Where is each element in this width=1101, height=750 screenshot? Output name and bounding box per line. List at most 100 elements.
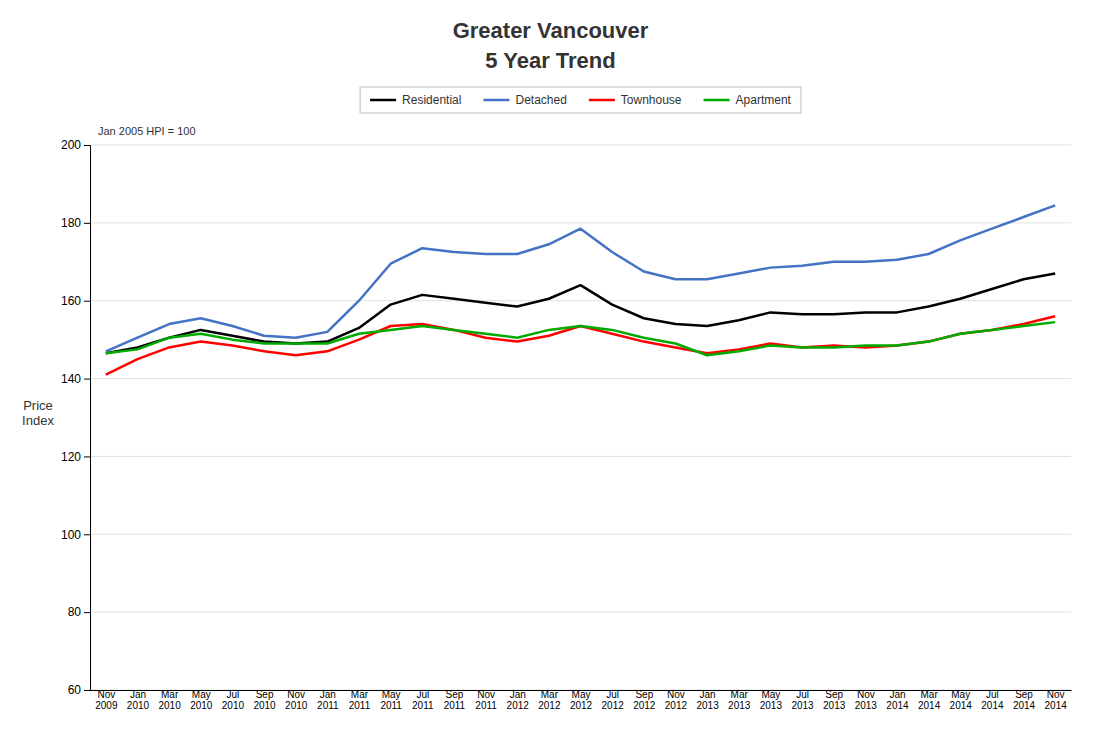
tick: 140 — [61, 372, 90, 386]
tick-label: Nov2014 — [1045, 689, 1068, 711]
tick: Mar2010 — [158, 689, 181, 711]
tick: Sep2013 — [823, 689, 846, 711]
tick: 120 — [61, 450, 90, 464]
tick-label: Mar2011 — [349, 689, 371, 711]
tick: 60 — [68, 683, 90, 697]
tick-label: Sep2011 — [444, 689, 466, 711]
tick: 160 — [61, 294, 90, 308]
chart: Greater Vancouver5 Year Trend60801001201… — [0, 0, 1101, 750]
plot-area: 60 80 100 120 140 160 180 200 Nov2009 Jan2010 Mar2… — [61, 138, 1072, 711]
grid-line — [90, 456, 1071, 457]
tick: Nov2013 — [855, 689, 878, 711]
tick-label: Nov2010 — [285, 689, 308, 711]
tick-label: Mar2012 — [538, 689, 561, 711]
tick: Nov2012 — [665, 689, 688, 711]
tick-label: Mar2013 — [728, 689, 751, 711]
tick: 80 — [68, 605, 90, 619]
tick-label: Jan2010 — [127, 689, 150, 711]
tick: Sep2012 — [633, 689, 656, 711]
tick-label: Sep2014 — [1013, 689, 1036, 711]
tick: Nov2014 — [1045, 689, 1068, 711]
tick: Jan2014 — [886, 689, 909, 711]
tick-label: May2012 — [570, 689, 593, 711]
tick-mark — [84, 690, 90, 691]
legend: Residential Detached Townhouse Apartment — [360, 87, 801, 113]
legend-item: Apartment — [704, 93, 792, 107]
tick: May2014 — [950, 689, 973, 711]
tick: Jan2011 — [317, 689, 339, 711]
tick: Jul2010 — [222, 689, 245, 711]
legend-item: Townhouse — [589, 93, 682, 107]
tick: 180 — [61, 216, 90, 230]
tick-label: 160 — [61, 294, 81, 308]
grid-line — [90, 145, 1071, 146]
line — [106, 316, 1055, 374]
tick-label: 120 — [61, 450, 81, 464]
tick-label: May2014 — [950, 689, 973, 711]
grid-line — [90, 378, 1071, 379]
tick: Nov2009 — [95, 689, 118, 711]
tick: Jan2010 — [127, 689, 150, 711]
tick: Jan2012 — [507, 689, 530, 711]
tick-label: 100 — [61, 528, 81, 542]
legend-label: Townhouse — [621, 93, 682, 107]
tick-label: 180 — [61, 216, 81, 230]
legend-swatch — [704, 99, 730, 102]
tick: Nov2011 — [475, 689, 497, 711]
legend-swatch — [370, 99, 396, 102]
tick-label: Nov2009 — [95, 689, 118, 711]
tick-mark — [84, 379, 90, 380]
tick: 100 — [61, 528, 90, 542]
tick: Mar2014 — [918, 689, 941, 711]
grid-line — [90, 612, 1071, 613]
tick-label: Nov2013 — [855, 689, 878, 711]
tick-label: 200 — [61, 138, 81, 152]
tick: Mar2013 — [728, 689, 751, 711]
tick-label: May2013 — [760, 689, 783, 711]
tick: May2012 — [570, 689, 593, 711]
tick-label: Mar2014 — [918, 689, 941, 711]
legend-swatch — [589, 99, 615, 102]
axis-line — [84, 146, 91, 691]
tick-label: Jul2010 — [222, 689, 245, 711]
tick-mark — [84, 534, 90, 535]
legend-item: Detached — [483, 93, 566, 107]
tick-label: Jan2013 — [696, 689, 719, 711]
tick-label: Nov2011 — [475, 689, 497, 711]
tick-label: 140 — [61, 372, 81, 386]
tick-mark — [84, 456, 90, 457]
legend-box — [360, 87, 801, 113]
tick: Mar2012 — [538, 689, 561, 711]
tick-label: Sep2013 — [823, 689, 846, 711]
tick-label: May2010 — [190, 689, 213, 711]
tick: Jul2012 — [602, 689, 625, 711]
tick-label: Jan2011 — [317, 689, 339, 711]
tick: May2013 — [760, 689, 783, 711]
tick-label: Sep2010 — [253, 689, 276, 711]
tick: 200 — [61, 138, 90, 152]
subtitle: 5 Year Trend — [485, 48, 615, 73]
tick: Sep2010 — [253, 689, 276, 711]
annotation: Jan 2005 HPI = 100 — [98, 125, 196, 137]
tick: Nov2010 — [285, 689, 308, 711]
line — [106, 205, 1055, 351]
legend-label: Residential — [402, 93, 461, 107]
tick-label: May2011 — [380, 689, 402, 711]
tick: Sep2014 — [1013, 689, 1036, 711]
tick-label: Jan2014 — [886, 689, 909, 711]
y-axis-label: PriceIndex — [22, 398, 54, 429]
legend-item: Residential — [370, 93, 461, 107]
grid-line — [90, 222, 1071, 223]
tick-mark — [84, 145, 90, 146]
tick: Jan2013 — [696, 689, 719, 711]
tick: Sep2011 — [444, 689, 466, 711]
grid-line — [90, 534, 1071, 535]
tick: Jul2013 — [791, 689, 814, 711]
tick-label: Sep2012 — [633, 689, 656, 711]
lines — [106, 205, 1055, 374]
grid-line — [90, 300, 1071, 301]
legend-label: Detached — [515, 93, 566, 107]
x-axis: Nov2009 Jan2010 Mar2010 May2010 Jul2010 Sep20… — [91, 689, 1072, 711]
tick-label: Jul2011 — [412, 689, 434, 711]
tick-label: Jul2013 — [791, 689, 814, 711]
